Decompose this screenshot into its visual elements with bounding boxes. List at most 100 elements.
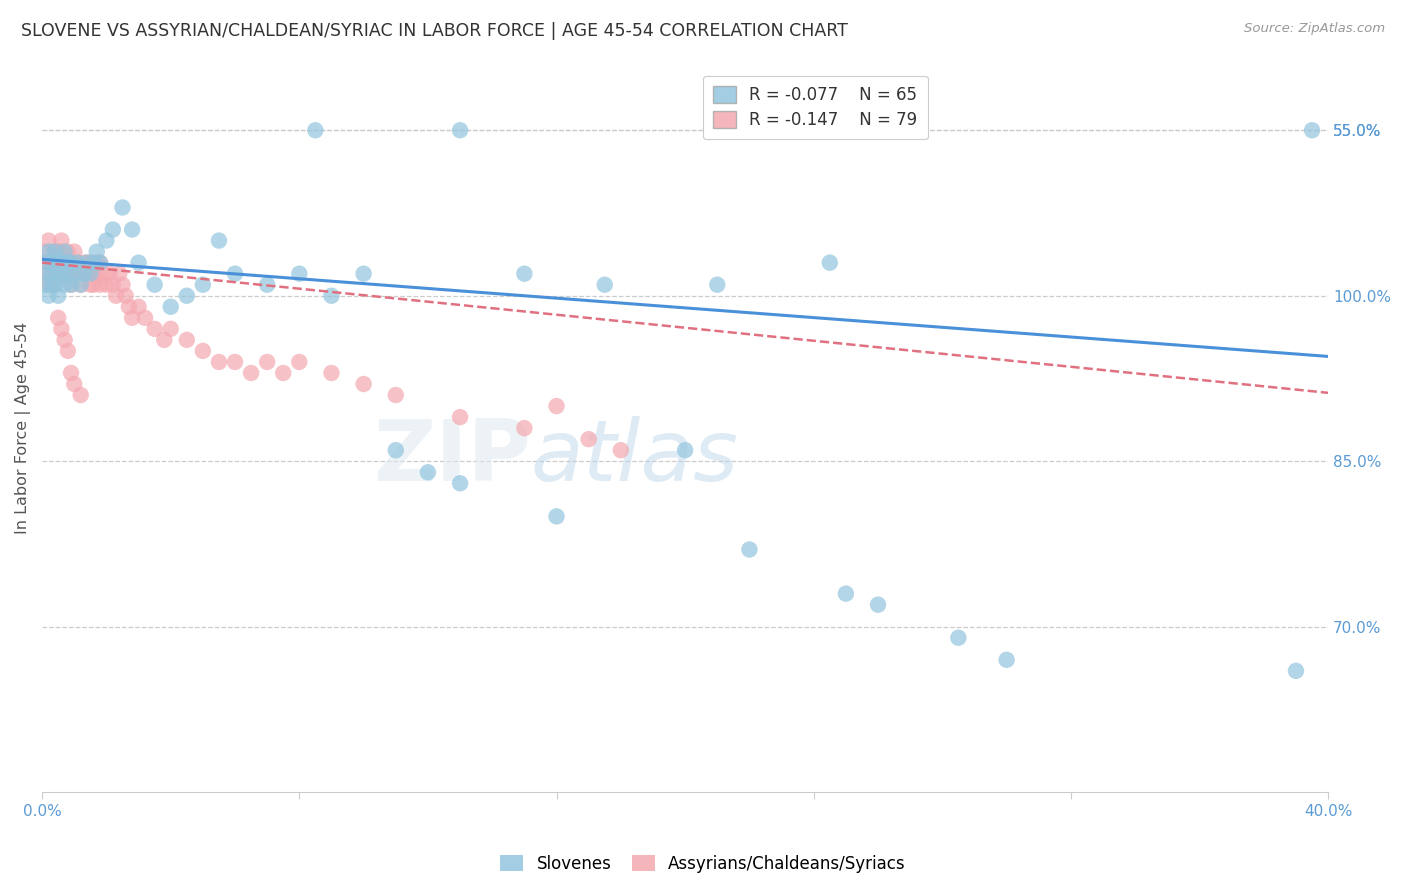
Point xyxy=(51,267,73,281)
Point xyxy=(240,366,263,380)
Point xyxy=(111,277,134,292)
Point xyxy=(73,267,96,281)
Point xyxy=(673,443,696,458)
Point xyxy=(108,267,131,281)
Point xyxy=(353,267,375,281)
Point xyxy=(134,310,156,325)
Point xyxy=(46,310,69,325)
Point xyxy=(101,222,124,236)
Point xyxy=(44,244,66,259)
Point xyxy=(53,267,76,281)
Point xyxy=(948,631,970,645)
Point xyxy=(105,289,128,303)
Point xyxy=(159,322,181,336)
Point xyxy=(271,366,294,380)
Point xyxy=(41,267,63,281)
Point xyxy=(38,277,60,292)
Point xyxy=(56,244,79,259)
Point xyxy=(51,322,73,336)
Point xyxy=(738,542,761,557)
Point xyxy=(44,244,66,259)
Point xyxy=(83,267,105,281)
Point xyxy=(73,255,96,269)
Point xyxy=(208,355,231,369)
Point xyxy=(41,277,63,292)
Point xyxy=(995,653,1018,667)
Point xyxy=(449,476,471,491)
Point xyxy=(83,277,105,292)
Point xyxy=(79,267,101,281)
Point xyxy=(91,267,114,281)
Point xyxy=(44,255,66,269)
Point xyxy=(66,255,89,269)
Point xyxy=(191,277,214,292)
Point xyxy=(38,255,60,269)
Point xyxy=(56,267,79,281)
Point xyxy=(256,355,278,369)
Point xyxy=(1301,123,1323,137)
Point xyxy=(60,277,83,292)
Point xyxy=(63,267,86,281)
Point xyxy=(384,443,406,458)
Point xyxy=(41,267,63,281)
Point xyxy=(546,399,568,413)
Point xyxy=(63,267,86,281)
Point xyxy=(176,289,198,303)
Point xyxy=(56,343,79,358)
Legend: Slovenes, Assyrians/Chaldeans/Syriacs: Slovenes, Assyrians/Chaldeans/Syriacs xyxy=(494,848,912,880)
Point xyxy=(38,244,60,259)
Point xyxy=(79,255,101,269)
Point xyxy=(111,201,134,215)
Point xyxy=(384,388,406,402)
Point xyxy=(56,255,79,269)
Point xyxy=(69,388,91,402)
Point xyxy=(835,587,858,601)
Point xyxy=(38,267,60,281)
Point xyxy=(53,333,76,347)
Point xyxy=(38,289,60,303)
Point xyxy=(89,255,111,269)
Point xyxy=(46,267,69,281)
Point xyxy=(153,333,176,347)
Point xyxy=(1285,664,1308,678)
Point xyxy=(143,322,166,336)
Point xyxy=(610,443,633,458)
Point xyxy=(224,267,246,281)
Point xyxy=(208,234,231,248)
Point xyxy=(51,244,73,259)
Point xyxy=(44,255,66,269)
Point xyxy=(121,310,143,325)
Point xyxy=(256,277,278,292)
Point xyxy=(321,366,343,380)
Point xyxy=(63,377,86,392)
Point xyxy=(46,267,69,281)
Point xyxy=(44,277,66,292)
Point xyxy=(60,277,83,292)
Point xyxy=(89,277,111,292)
Point xyxy=(288,267,311,281)
Point xyxy=(46,255,69,269)
Point xyxy=(128,300,150,314)
Point xyxy=(513,267,536,281)
Point xyxy=(83,255,105,269)
Point xyxy=(449,410,471,425)
Point xyxy=(513,421,536,435)
Point xyxy=(449,123,471,137)
Y-axis label: In Labor Force | Age 45-54: In Labor Force | Age 45-54 xyxy=(15,322,31,534)
Text: Source: ZipAtlas.com: Source: ZipAtlas.com xyxy=(1244,22,1385,36)
Point xyxy=(76,255,98,269)
Point xyxy=(46,255,69,269)
Point xyxy=(41,255,63,269)
Point xyxy=(56,255,79,269)
Point xyxy=(60,255,83,269)
Point xyxy=(41,255,63,269)
Point xyxy=(706,277,728,292)
Point xyxy=(76,267,98,281)
Point xyxy=(44,277,66,292)
Point xyxy=(53,255,76,269)
Point xyxy=(34,267,56,281)
Point xyxy=(224,355,246,369)
Point xyxy=(118,300,141,314)
Text: SLOVENE VS ASSYRIAN/CHALDEAN/SYRIAC IN LABOR FORCE | AGE 45-54 CORRELATION CHART: SLOVENE VS ASSYRIAN/CHALDEAN/SYRIAC IN L… xyxy=(21,22,848,40)
Point xyxy=(89,255,111,269)
